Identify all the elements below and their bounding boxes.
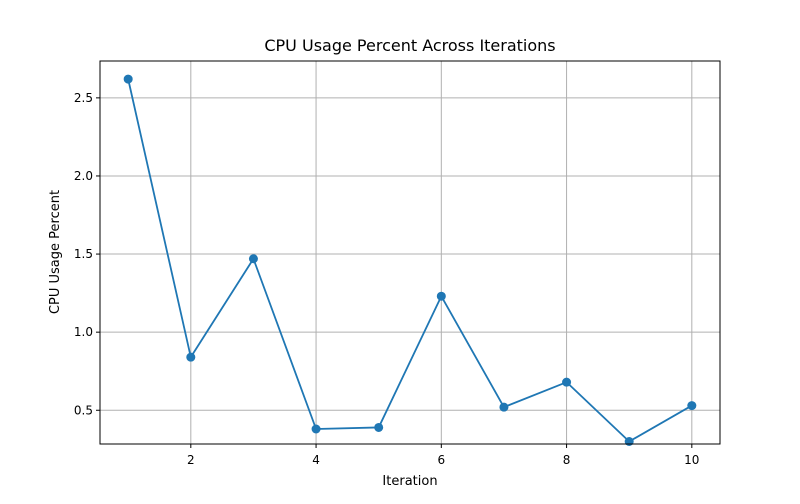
data-point [499, 402, 509, 412]
data-point [374, 422, 384, 432]
data-point [562, 377, 572, 387]
x-tick-label: 2 [187, 453, 195, 467]
data-point [311, 424, 321, 434]
series-layer [123, 74, 697, 447]
grid-layer [100, 61, 720, 444]
y-tick-label: 1.0 [74, 325, 93, 339]
tick-layer: 2 4 6 8 10 0.5 1.0 1.5 2.0 2.5 [74, 91, 700, 467]
x-tick-label: 8 [563, 453, 571, 467]
y-tick-label: 1.5 [74, 247, 93, 261]
x-tick-label: 10 [684, 453, 699, 467]
data-point [436, 291, 446, 301]
data-point [248, 254, 258, 264]
y-axis-label: CPU Usage Percent [48, 190, 63, 314]
x-tick-label: 4 [312, 453, 320, 467]
y-tick-label: 2.0 [74, 169, 93, 183]
x-tick-label: 6 [437, 453, 445, 467]
data-point [624, 437, 634, 447]
x-axis-label: Iteration [382, 474, 437, 489]
data-point [687, 401, 697, 411]
data-point [186, 352, 196, 362]
y-tick-label: 2.5 [74, 91, 93, 105]
y-tick-label: 0.5 [74, 403, 93, 417]
chart-title: CPU Usage Percent Across Iterations [264, 36, 555, 55]
data-point [123, 74, 133, 84]
series-line [127, 78, 693, 443]
plot-frame [99, 60, 721, 445]
